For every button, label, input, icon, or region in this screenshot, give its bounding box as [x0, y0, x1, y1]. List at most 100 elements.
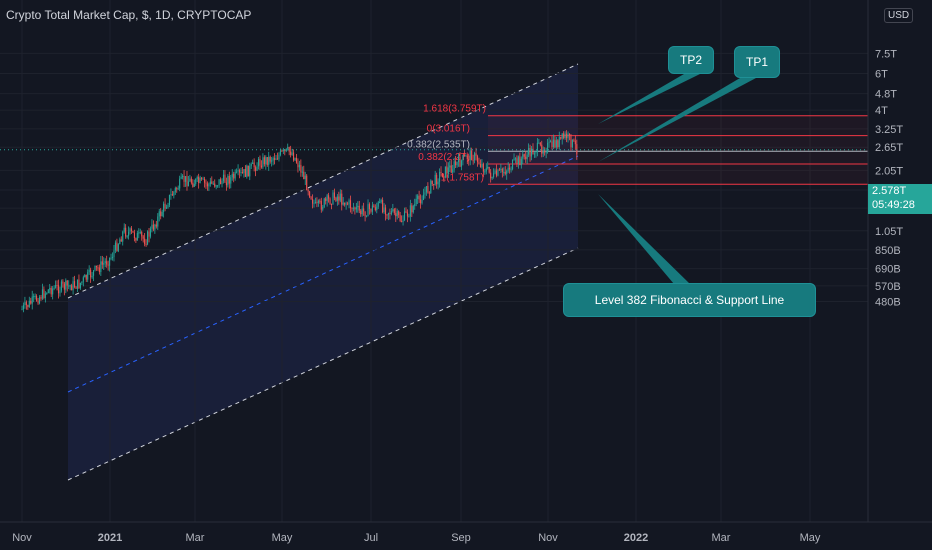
fib-level-label: 0(3.016T) — [427, 124, 470, 135]
price-axis-panel — [868, 0, 932, 550]
candle-body — [22, 305, 25, 310]
candle-body — [355, 207, 357, 210]
candle-body — [220, 179, 222, 185]
candle-body — [231, 173, 233, 178]
candle-body — [382, 200, 384, 213]
candle-body — [328, 195, 330, 199]
fib-level-label: 1(1.758T) — [441, 172, 484, 183]
candle-body — [95, 265, 98, 268]
candle-body — [322, 207, 324, 210]
support-callout[interactable]: Level 382 Fibonacci & Support Line — [563, 283, 816, 317]
candle-body — [570, 134, 572, 148]
candle-body — [109, 257, 111, 266]
candle-body — [60, 281, 62, 291]
candle-body — [542, 150, 544, 154]
candle-body — [265, 157, 267, 165]
candle-body — [224, 174, 226, 183]
candle-body — [326, 195, 328, 201]
candle-body — [368, 204, 371, 209]
candle-body — [234, 172, 236, 179]
candle-body — [402, 220, 404, 222]
candle-body — [62, 281, 64, 284]
candle-body — [528, 148, 530, 155]
candle-body — [276, 158, 279, 160]
candle-body — [503, 171, 505, 173]
candle-body — [186, 176, 188, 187]
tp1-callout[interactable]: TP1 — [734, 46, 780, 78]
candle-body — [415, 198, 417, 205]
candle-body — [519, 156, 521, 166]
channel-lower-line — [67, 247, 579, 481]
candle-body — [437, 181, 439, 185]
candle-body — [497, 169, 499, 176]
fib-level-label: 0.382(2.2T) — [418, 152, 470, 163]
candle-body — [549, 141, 552, 143]
candle-body — [513, 158, 515, 160]
candle-body — [122, 231, 124, 242]
fib-level-label: 1.618(3.759T) — [423, 104, 486, 115]
candle-body — [268, 156, 270, 165]
candle-body — [228, 175, 230, 184]
tp2-callout[interactable]: TP2 — [668, 46, 714, 74]
candle-body — [237, 170, 239, 172]
candle-body — [120, 239, 122, 242]
candle-body — [285, 148, 287, 152]
currency-badge[interactable]: USD — [884, 8, 914, 23]
candle-body — [466, 155, 468, 160]
candle-body — [352, 207, 354, 209]
candle-body — [520, 158, 522, 166]
candle-body — [65, 280, 67, 290]
candle-body — [28, 300, 30, 307]
candle-body — [214, 183, 216, 187]
candle-body — [53, 287, 55, 289]
candle-body — [408, 216, 410, 218]
candle-body — [341, 193, 343, 205]
candle-body — [221, 180, 223, 185]
candle-body — [247, 165, 249, 177]
candle-body — [243, 169, 245, 174]
candle-body — [471, 150, 473, 161]
x-tick-label: Sep — [451, 532, 471, 544]
candle-body — [367, 204, 369, 217]
candle-body — [406, 212, 408, 217]
candle-body — [345, 203, 347, 205]
candle-body — [455, 161, 457, 166]
last-price-value: 2.578T — [872, 185, 907, 197]
candle-body — [92, 270, 95, 276]
callout-pointers — [598, 74, 756, 284]
candle-body — [78, 279, 80, 289]
candle-body — [271, 160, 273, 162]
candle-body — [436, 174, 438, 185]
candle-body — [529, 148, 531, 157]
candle-body — [263, 157, 265, 165]
candle-body — [222, 174, 225, 181]
candle-body — [401, 220, 403, 222]
candle-body — [255, 167, 257, 171]
candle-body — [218, 179, 220, 186]
candle-body — [37, 300, 39, 304]
candle-body — [168, 194, 171, 205]
channel-upper-line — [67, 63, 579, 299]
candle-body — [87, 272, 89, 280]
candle-body — [554, 139, 556, 148]
candle-body — [452, 169, 454, 173]
candle-body — [417, 195, 419, 199]
candle-body — [130, 228, 133, 231]
candle-body — [41, 289, 43, 299]
candle-body — [84, 274, 86, 278]
candle-body — [215, 185, 217, 187]
candle-body — [447, 167, 449, 174]
candle-body — [297, 162, 299, 168]
candle-body — [339, 193, 341, 201]
candle-body — [533, 153, 536, 155]
candle-body — [313, 202, 315, 204]
candle-body — [266, 157, 268, 165]
candle-body — [351, 208, 353, 210]
candle-body — [281, 150, 283, 152]
candle-body — [189, 178, 191, 182]
candle-body — [138, 232, 140, 234]
candle-body — [541, 144, 543, 154]
candle-body — [282, 149, 284, 152]
x-tick-label: Nov — [12, 532, 32, 544]
